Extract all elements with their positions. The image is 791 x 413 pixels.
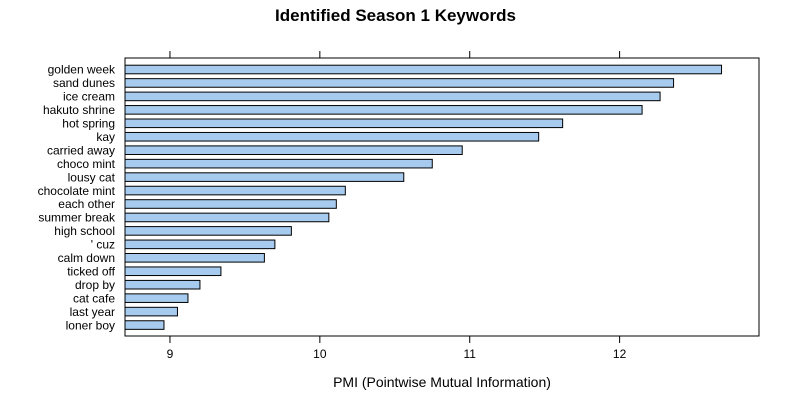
category-label-3: hakuto shrine [43,103,115,117]
category-label-10: each other [58,197,115,211]
bar-19 [124,320,165,330]
bar-10 [124,199,337,209]
category-label-15: ticked off [67,264,115,278]
category-label-5: kay [96,130,115,144]
category-label-0: golden week [48,63,116,77]
x-tick-label-3: 12 [613,347,627,361]
bar-2 [124,91,661,102]
bar-17 [124,293,189,303]
category-label-17: cat cafe [73,291,115,305]
bar-4 [124,118,564,129]
bar-16 [124,279,201,290]
bar-1 [124,78,675,88]
x-tick-label-2: 11 [463,347,476,361]
category-label-11: summer break [38,211,116,225]
category-label-19: loner boy [66,318,115,332]
bar-6 [124,145,463,155]
bar-11 [124,212,330,223]
category-label-9: chocolate mint [38,184,116,198]
category-label-14: calm down [58,251,115,265]
bar-3 [124,105,643,115]
category-label-7: choco mint [57,157,116,171]
x-axis-top [169,51,621,58]
chart-title: Identified Season 1 Keywords [275,6,516,25]
bar-0 [124,64,723,75]
bar-12 [124,226,292,236]
category-label-4: hot spring [62,117,115,131]
bar-13 [124,239,276,250]
category-label-6: carried away [47,143,115,157]
bar-14 [124,253,265,263]
bar-7 [124,158,433,169]
x-tick-label-1: 10 [313,347,327,361]
bar-8 [124,172,405,182]
category-label-18: last year [70,305,115,319]
category-label-8: lousy cat [68,170,116,184]
x-axis-label: PMI (Pointwise Mutual Information) [333,374,551,390]
category-label-13: ' cuz [91,238,115,252]
category-label-12: high school [54,224,115,238]
plot-frame [124,57,760,337]
bar-18 [124,306,178,317]
category-label-2: ice cream [63,90,115,104]
bar-15 [124,266,222,277]
category-label-16: drop by [75,278,115,292]
category-label-1: sand dunes [53,76,115,90]
x-axis-bottom: 9 10 11 12 [167,336,627,361]
bar-9 [124,185,346,196]
bars-group [124,64,723,330]
x-tick-label-0: 9 [167,347,174,361]
bar-5 [124,131,540,142]
